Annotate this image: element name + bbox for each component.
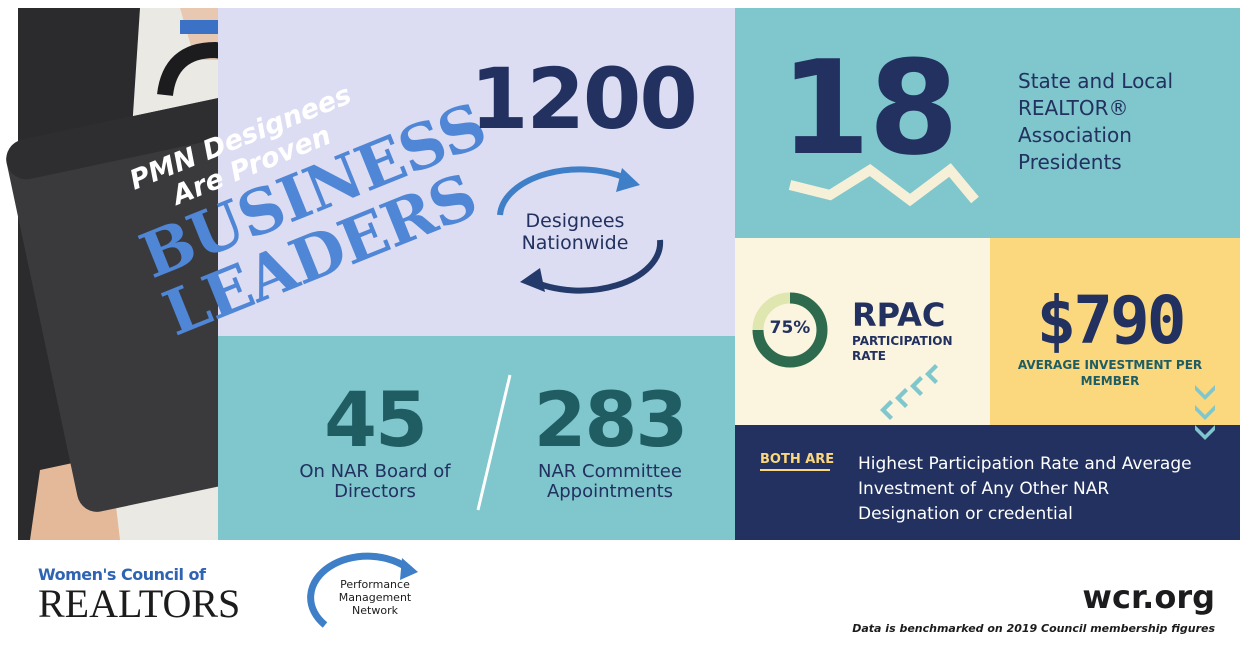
wcr-logo-top: Women's Council of xyxy=(38,565,206,584)
committee-number: 283 xyxy=(533,375,689,464)
designees-label: Designees Nationwide xyxy=(521,210,629,254)
both-panel xyxy=(735,425,1240,540)
investment-label: AVERAGE INVESTMENT PER MEMBER xyxy=(1017,358,1203,388)
both-tag: BOTH ARE xyxy=(760,452,835,467)
investment-amount: $790 xyxy=(1036,282,1187,359)
pmn-arrow xyxy=(400,558,418,580)
arrow-bottom xyxy=(528,239,664,294)
designees-number: 1200 xyxy=(470,50,698,148)
pmn-arc xyxy=(307,552,413,628)
rpac-percent: 75% xyxy=(769,318,811,338)
presidents-label: State and Local REALTOR® Association Pre… xyxy=(1018,69,1174,174)
presidents-panel xyxy=(735,8,1240,238)
committee-label: NAR Committee Appointments xyxy=(538,461,682,502)
board-panel xyxy=(218,336,735,540)
divider xyxy=(476,374,512,511)
designees-panel xyxy=(218,8,735,336)
donut-arc xyxy=(752,292,828,368)
both-text: Highest Participation Rate and Average I… xyxy=(858,454,1192,524)
board-number: 45 xyxy=(324,375,428,464)
wcr-logo-bottom: REALTORS xyxy=(38,581,241,626)
arrow-head xyxy=(520,268,545,292)
arrow-head xyxy=(616,168,640,192)
board-label: On NAR Board of Directors xyxy=(299,461,451,502)
site: wcr.org xyxy=(1082,578,1215,616)
presidents-number: 18 xyxy=(780,32,959,184)
pmn-logo: Performance Management Network xyxy=(338,578,412,617)
investment-panel xyxy=(990,238,1240,425)
chevrons-right xyxy=(1195,385,1215,440)
rpac-title: RPAC xyxy=(852,296,946,334)
zigzag xyxy=(788,163,979,207)
rpac-panel xyxy=(735,238,990,425)
rpac-label: PARTICIPATION RATE xyxy=(852,334,953,363)
footnote: Data is benchmarked on 2019 Council memb… xyxy=(852,622,1215,635)
arrow-top xyxy=(497,166,632,216)
chevrons xyxy=(880,364,938,420)
